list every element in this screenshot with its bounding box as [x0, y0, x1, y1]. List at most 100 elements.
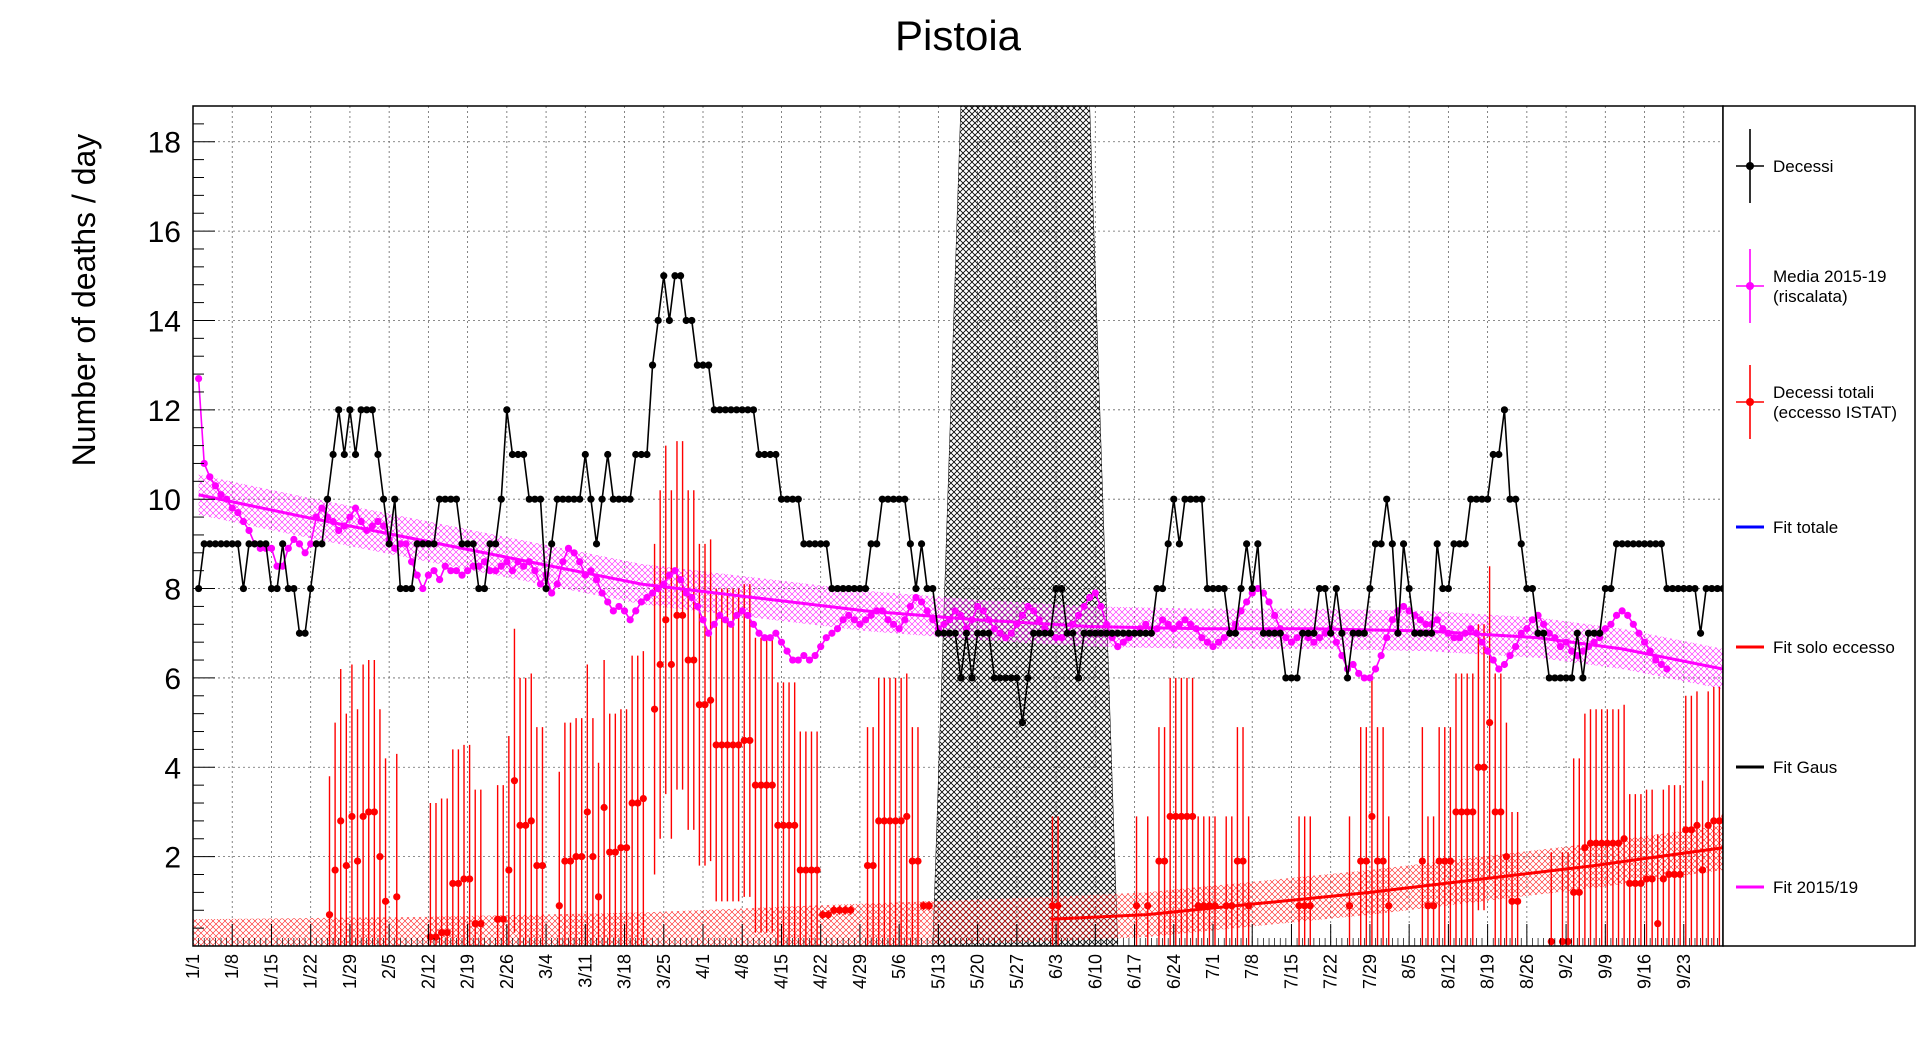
data-point: [828, 584, 836, 593]
data-point: [783, 495, 791, 503]
data-point: [1170, 495, 1178, 503]
y-tick-label: 8: [164, 574, 181, 607]
data-point: [559, 558, 567, 566]
y-axis: 2 4 6 8 10 12 14 16 18: [148, 105, 215, 929]
data-point: [245, 540, 253, 548]
data-point: [1484, 495, 1492, 503]
data-point: [581, 450, 589, 459]
data-point: [802, 866, 810, 874]
data-point: [576, 558, 584, 566]
data-point: [1379, 857, 1387, 865]
data-point: [682, 589, 690, 597]
data-point: [1682, 826, 1690, 834]
data-point: [376, 853, 384, 861]
data-point: [548, 540, 556, 548]
data-point: [1670, 870, 1679, 879]
data-point: [1002, 634, 1010, 642]
data-point: [1132, 902, 1141, 910]
data-point: [598, 495, 606, 503]
data-point: [251, 540, 259, 548]
data-point: [536, 580, 545, 588]
data-point: [1360, 674, 1368, 682]
data-point: [721, 406, 730, 414]
data-point: [609, 607, 617, 615]
x-tick-label: 3/4: [536, 954, 556, 979]
data-point: [1551, 674, 1559, 682]
data-point: [365, 808, 373, 816]
data-point: [779, 821, 788, 829]
data-point: [307, 540, 315, 548]
data-point: [665, 571, 673, 579]
x-tick-label: 3/11: [575, 954, 595, 988]
data-point: [912, 584, 920, 593]
data-point: [774, 821, 782, 829]
x-tick-label: 5/20: [968, 954, 988, 989]
data-point: [1058, 634, 1066, 642]
data-point: [402, 584, 410, 593]
data-point: [503, 406, 511, 414]
data-point: [1508, 897, 1516, 905]
data-point: [1327, 629, 1335, 637]
legend-marker: [1746, 162, 1754, 170]
legend-label: Media 2015-19: [1773, 267, 1886, 286]
x-tick-label: 2/5: [379, 954, 399, 979]
data-point: [908, 857, 916, 865]
x-tick-label: 5/6: [889, 954, 909, 979]
series-decessi: [195, 272, 1723, 727]
data-point: [335, 406, 343, 414]
data-point: [1086, 593, 1094, 602]
data-point: [1512, 495, 1520, 503]
data-point: [1512, 643, 1520, 651]
data-point: [819, 911, 827, 919]
data-point: [1435, 857, 1443, 865]
legend-label: Fit totale: [1773, 518, 1838, 537]
data-point: [1220, 584, 1228, 593]
data-point: [794, 495, 802, 503]
data-point: [538, 861, 547, 870]
data-point: [705, 629, 713, 637]
data-point: [850, 584, 858, 593]
data-point: [738, 607, 746, 615]
data-point: [979, 629, 987, 637]
data-point: [396, 540, 404, 548]
data-point: [755, 450, 763, 459]
data-point: [738, 406, 746, 414]
data-point: [363, 526, 371, 535]
data-point: [1534, 629, 1542, 637]
legend-label: Fit solo eccesso: [1773, 638, 1895, 657]
y-tick-label: 4: [164, 752, 181, 785]
data-point: [1368, 812, 1376, 821]
data-point: [443, 928, 451, 937]
data-point: [957, 674, 965, 682]
data-point: [912, 593, 920, 602]
data-point: [1086, 629, 1094, 637]
data-point: [522, 821, 530, 829]
data-point: [413, 571, 421, 579]
data-point: [1175, 540, 1183, 548]
data-point: [499, 915, 507, 923]
data-point: [917, 598, 926, 606]
data-point: [329, 517, 337, 526]
data-point: [1579, 647, 1587, 655]
data-point: [295, 629, 304, 637]
data-point: [1136, 629, 1144, 637]
data-point: [273, 584, 281, 593]
data-point: [996, 629, 1004, 637]
data-point: [379, 522, 388, 530]
data-point: [833, 584, 842, 593]
data-point: [1528, 616, 1537, 624]
data-point: [817, 643, 825, 651]
data-point: [749, 620, 758, 628]
data-point: [1484, 647, 1492, 655]
data-point: [615, 602, 623, 611]
fit-line: [1050, 846, 1723, 921]
data-point: [1603, 839, 1611, 847]
data-point: [1018, 718, 1027, 727]
data-point: [458, 571, 466, 579]
data-point: [705, 361, 713, 369]
data-point: [497, 562, 505, 570]
data-point: [1612, 540, 1621, 548]
data-point: [796, 866, 804, 874]
data-point: [1439, 625, 1447, 633]
